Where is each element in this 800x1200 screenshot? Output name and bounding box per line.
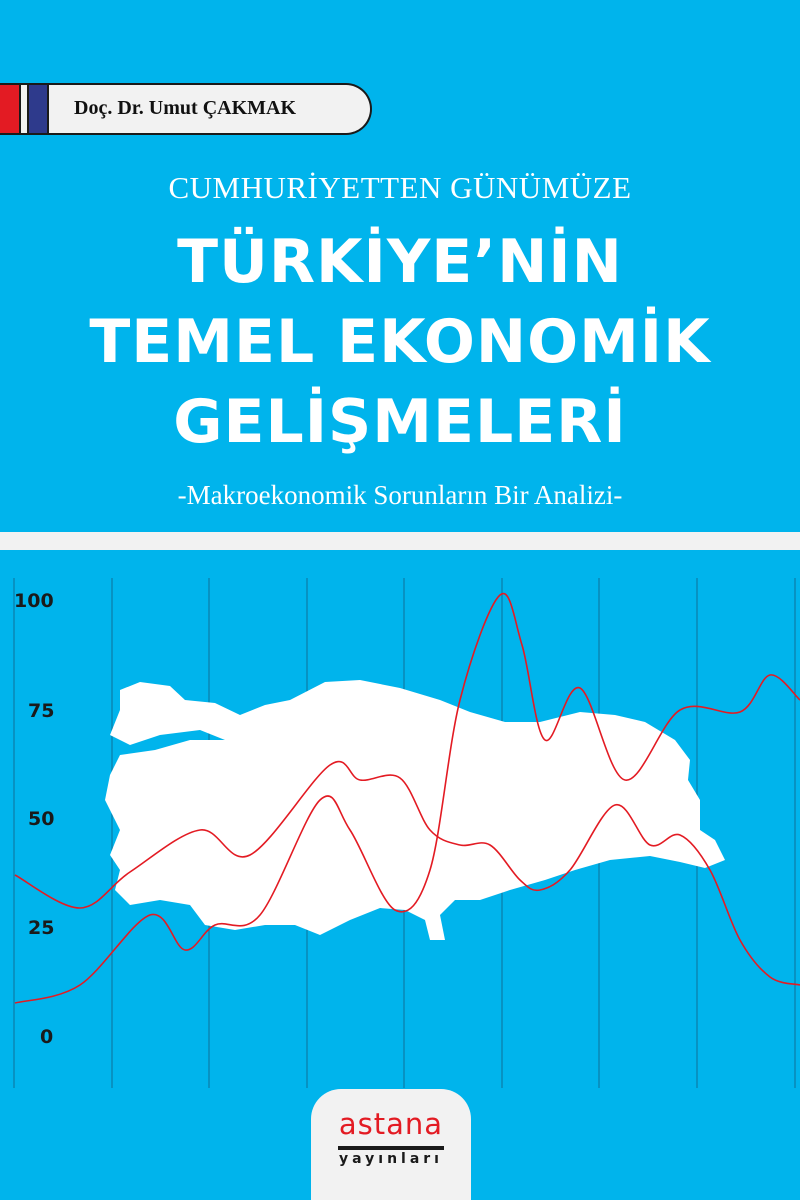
- turkey-map: [105, 680, 725, 940]
- title-line: TÜRKİYE’NİN: [177, 227, 623, 297]
- y-tick-label: 75: [28, 700, 55, 722]
- series-line: [14, 760, 800, 986]
- y-tick-label: 0: [40, 1026, 54, 1048]
- logo-bar: [338, 1146, 444, 1150]
- flag-stripe-white: [21, 85, 29, 133]
- divider-band: [0, 532, 800, 550]
- y-tick-label: 25: [28, 917, 55, 939]
- decorative-chart: [13, 578, 800, 1088]
- book-title: TÜRKİYE’NİN TEMEL EKONOMİK GELİŞMELERİ: [0, 222, 800, 462]
- flag-stripe-blue: [29, 85, 49, 133]
- pretitle: CUMHURİYETTEN GÜNÜMÜZE: [168, 170, 632, 205]
- publisher-logo: astana yayınları: [311, 1089, 471, 1200]
- title-line: TEMEL EKONOMİK: [89, 307, 711, 377]
- publisher-name: astana: [338, 1107, 444, 1141]
- subtitle: -Makroekonomik Sorunların Bir Analizi-: [177, 480, 623, 510]
- y-tick-label: 100: [14, 590, 54, 612]
- y-tick-label: 50: [28, 808, 55, 830]
- flag-stripe-red: [0, 85, 21, 133]
- publisher-sub: yayınları: [339, 1151, 443, 1167]
- title-line: GELİŞMELERİ: [173, 387, 627, 457]
- author-name: Doç. Dr. Umut ÇAKMAK: [74, 97, 297, 119]
- series-line: [14, 592, 800, 1004]
- author-banner: Doç. Dr. Umut ÇAKMAK: [0, 83, 372, 135]
